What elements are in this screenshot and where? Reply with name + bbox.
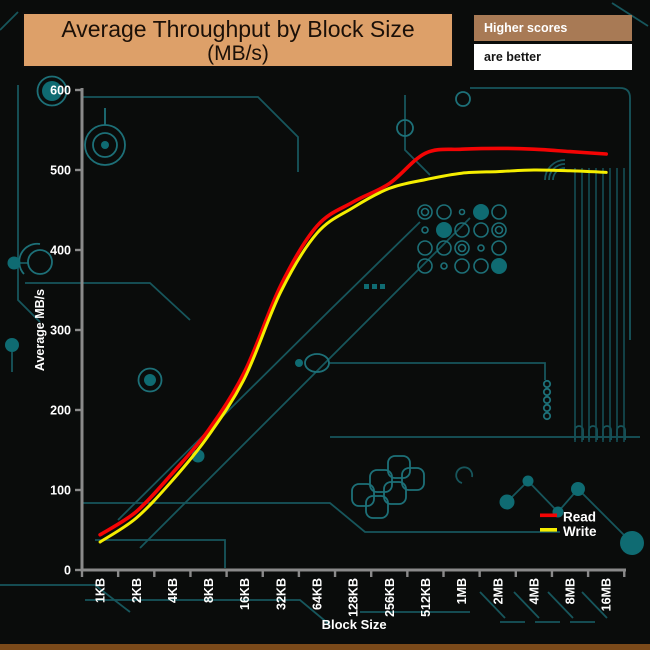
note-are-better: are better (474, 44, 632, 70)
x-tick-label: 32KB (274, 578, 288, 610)
legend-swatch-write (540, 528, 557, 532)
x-tick-label: 16KB (238, 578, 252, 610)
x-tick-label: 1MB (455, 578, 469, 604)
y-tick-label: 600 (50, 84, 71, 98)
x-tick-label: 1KB (94, 578, 108, 603)
x-tick-label: 2KB (130, 578, 144, 603)
y-tick-label: 100 (50, 484, 71, 498)
y-tick-label: 200 (50, 404, 71, 418)
y-tick-label: 500 (50, 164, 71, 178)
series-line-write (98, 168, 608, 544)
legend-label-write: Write (563, 524, 597, 539)
chart-title-line1: Average Throughput by Block Size (61, 15, 415, 42)
note-higher-scores: Higher scores (474, 15, 632, 41)
chart-title-banner: Average Throughput by Block Size (MB/s) (22, 12, 454, 68)
y-tick-label: 400 (50, 244, 71, 258)
x-tick-label: 256KB (383, 578, 397, 617)
x-tick-label: 4KB (166, 578, 180, 603)
legend-swatch-read (540, 513, 557, 518)
x-tick-label: 8MB (564, 578, 578, 604)
series-line-read (98, 146, 608, 537)
legend-label-read: Read (563, 510, 596, 525)
x-tick-label: 16MB (600, 578, 614, 611)
y-tick-label: 300 (50, 324, 71, 338)
bottom-accent-strip (0, 644, 650, 650)
x-tick-label: 128KB (347, 578, 361, 617)
x-axis-title: Block Size (322, 617, 387, 632)
chart-title-line2: (MB/s) (207, 41, 269, 65)
x-tick-label: 2MB (491, 578, 505, 604)
x-tick-label: 512KB (419, 578, 433, 617)
y-tick-label: 0 (64, 564, 71, 578)
x-tick-label: 64KB (311, 578, 325, 610)
x-tick-label: 8KB (202, 578, 216, 603)
y-axis-title: Average MB/s (33, 289, 47, 371)
axes (80, 88, 626, 572)
x-tick-label: 4MB (527, 578, 541, 604)
